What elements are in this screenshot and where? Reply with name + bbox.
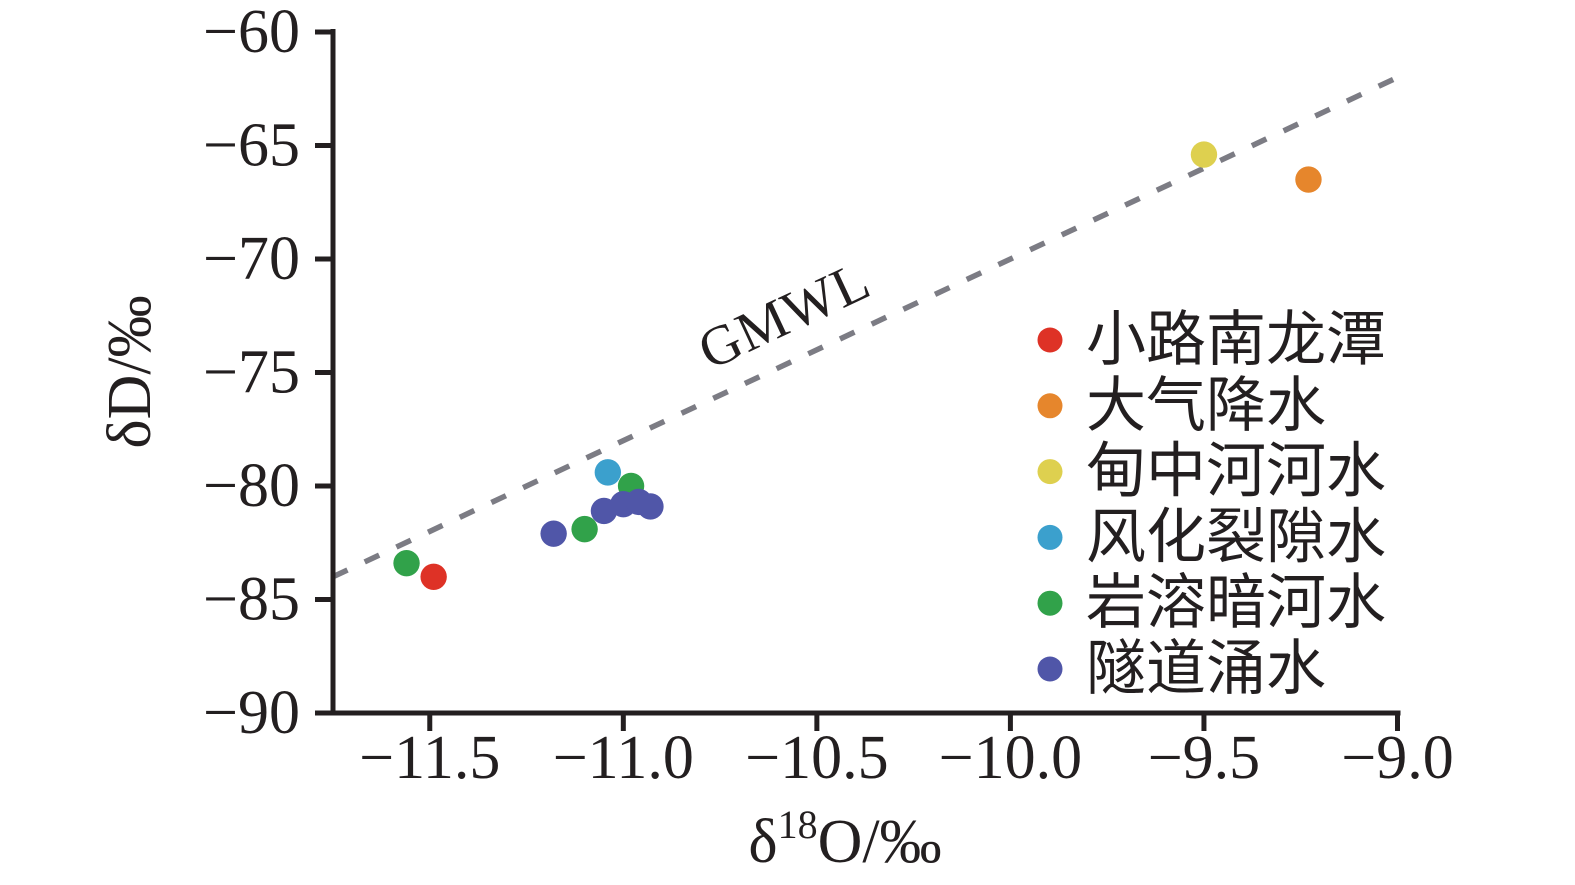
x-axis-label-delta: δ [748, 808, 777, 876]
legend-item-label: 甸中河河水 [1086, 439, 1386, 505]
legend-item: 小路南龙潭 [1037, 307, 1386, 373]
axes: −60 −65 −70 −75 −80 −85 −90 −11.5 −11.0 −10.5 −10.… [203, 0, 1454, 792]
legend-swatch [1037, 327, 1063, 353]
x-tick-label: −11.5 [359, 724, 500, 792]
x-axis-label: δ18O/‰ [748, 802, 941, 876]
y-tick-label: −75 [203, 339, 300, 407]
y-tick-label: −80 [203, 452, 300, 520]
scatter-point-岩溶暗河水 [393, 549, 420, 577]
scatter-points [393, 141, 1322, 590]
legend-item: 甸中河河水 [1037, 439, 1386, 505]
legend-swatch [1037, 590, 1063, 616]
x-tick-label: −10.0 [939, 724, 1082, 792]
legend-item-label: 隧道涌水 [1086, 636, 1326, 702]
scatter-point-大气降水 [1295, 166, 1322, 193]
legend-item-label: 风化裂隙水 [1086, 504, 1386, 570]
legend-item-label: 小路南龙潭 [1086, 307, 1386, 373]
y-tick-label: −65 [203, 112, 300, 180]
scatter-point-隧道涌水 [540, 520, 567, 547]
y-tick-label: −70 [203, 225, 300, 293]
x-tick-label: −10.5 [745, 724, 888, 792]
legend-swatch [1037, 459, 1063, 485]
x-tick-label: −9.0 [1341, 724, 1453, 792]
x-axis-label-unit: O/‰ [818, 808, 942, 876]
legend-item-label: 大气降水 [1086, 373, 1326, 439]
scatter-point-岩溶暗河水 [571, 515, 598, 543]
y-tick-label: −85 [203, 566, 300, 634]
y-axis-label: δD/‰ [96, 295, 164, 448]
y-tick-label: −90 [203, 679, 300, 747]
scatter-point-甸中河河水 [1190, 141, 1218, 168]
legend-item: 风化裂隙水 [1037, 504, 1386, 570]
legend-item: 大气降水 [1037, 373, 1326, 439]
legend-swatch [1037, 524, 1063, 550]
y-tick-label: −60 [203, 0, 300, 66]
x-axis-label-superscript: 18 [778, 802, 818, 847]
legend-swatch [1037, 393, 1063, 419]
x-tick-label: −9.5 [1148, 724, 1260, 792]
legend-swatch [1037, 656, 1063, 682]
scatter-point-小路南龙潭 [420, 563, 447, 590]
legend-item-label: 岩溶暗河水 [1086, 570, 1386, 636]
legend-item: 隧道涌水 [1037, 636, 1326, 702]
legend-item: 岩溶暗河水 [1037, 570, 1386, 636]
scatter-point-风化裂隙水 [594, 459, 622, 486]
x-tick-label: −11.0 [553, 724, 694, 792]
scatter-point-隧道涌水 [637, 493, 664, 520]
